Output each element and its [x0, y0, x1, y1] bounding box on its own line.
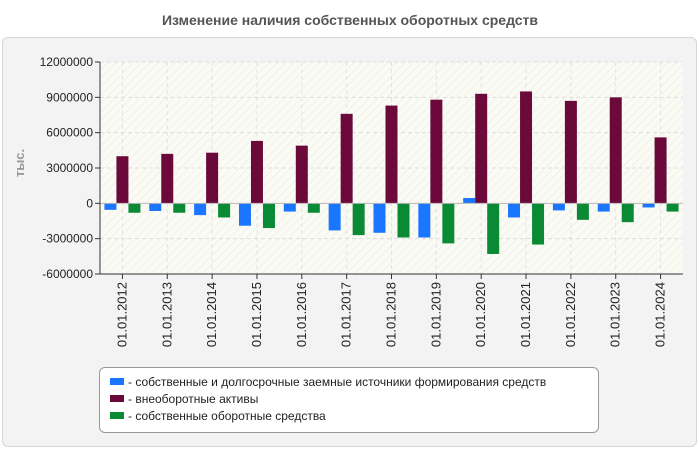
y-tick-label: 6000000 [46, 126, 93, 140]
bar [621, 203, 634, 223]
legend-swatch-noncurrent-assets [110, 395, 124, 402]
bar [576, 203, 589, 220]
legend-swatch-working-capital [110, 412, 124, 419]
bar [385, 105, 398, 204]
y-tick-label: 3000000 [46, 161, 93, 175]
legend-label-sources: - собственные и долгосрочные заемные ист… [128, 374, 547, 389]
legend-item-working-capital: - собственные оборотные средства [100, 407, 598, 424]
bar [161, 153, 174, 204]
bar [218, 203, 231, 218]
bar [508, 203, 521, 218]
bar [397, 203, 410, 238]
y-tick-label: -6000000 [42, 267, 93, 281]
x-tick-label: 01.01.2016 [294, 282, 309, 347]
bars-group [104, 91, 679, 254]
bar [104, 203, 117, 210]
x-tick-label: 01.01.2012 [114, 282, 129, 347]
bar [194, 203, 207, 216]
x-tick-label: 01.01.2022 [563, 282, 578, 347]
legend-item-sources: - собственные и долгосрочные заемные ист… [100, 373, 598, 390]
bar [609, 97, 622, 204]
x-tick-label: 01.01.2017 [339, 282, 354, 347]
legend-item-noncurrent-assets: - внеоборотные активы [100, 390, 598, 407]
bar [307, 203, 320, 213]
bar [418, 203, 431, 238]
bar [475, 93, 488, 204]
y-tick-label: -3000000 [42, 232, 93, 246]
bar [250, 140, 263, 204]
x-tick-label: 01.01.2014 [204, 282, 219, 347]
chart-title: Изменение наличия собственных оборотных … [161, 12, 539, 28]
x-tick-label: 01.01.2024 [653, 282, 668, 347]
bar [173, 203, 186, 213]
x-tick-label: 01.01.2019 [428, 282, 443, 347]
y-axis-label: тыс. [12, 149, 27, 177]
bar [564, 100, 577, 204]
bar [206, 152, 219, 204]
legend-label-working-capital: - собственные оборотные средства [128, 408, 326, 423]
x-tick-label: 01.01.2023 [608, 282, 623, 347]
x-tick-label: 01.01.2021 [518, 282, 533, 347]
bar [430, 99, 443, 204]
bar [128, 203, 141, 213]
y-tick-label: 12000000 [40, 55, 94, 69]
x-tick-label: 01.01.2020 [473, 282, 488, 347]
bar [340, 113, 353, 204]
legend-label-noncurrent-assets: - внеоборотные активы [128, 391, 259, 406]
bar [373, 203, 386, 233]
x-tick-label: 01.01.2013 [159, 282, 174, 347]
bar [352, 203, 365, 236]
x-tick-label: 01.01.2015 [249, 282, 264, 347]
bar [116, 156, 129, 204]
legend: - собственные и долгосрочные заемные ист… [99, 367, 599, 433]
bar [283, 203, 296, 212]
axes-group: -6000000 -3000000 0 3000000 6000000 9000000 12… [40, 55, 683, 347]
bar [552, 203, 565, 211]
bar [262, 203, 275, 229]
bar [328, 203, 341, 231]
x-tick-label: 01.01.2018 [384, 282, 399, 347]
bar [520, 91, 533, 204]
y-tick-label: 0 [86, 196, 93, 210]
bar [597, 203, 610, 212]
bar [654, 137, 667, 204]
bar [463, 198, 476, 204]
bar [149, 203, 162, 211]
y-tick-label: 9000000 [46, 90, 93, 104]
bar [442, 203, 455, 244]
bar [238, 203, 251, 226]
bar [532, 203, 545, 245]
bar [295, 145, 308, 204]
legend-swatch-sources [110, 378, 124, 385]
bar [487, 203, 500, 254]
bar [666, 203, 679, 212]
bar [642, 203, 655, 208]
